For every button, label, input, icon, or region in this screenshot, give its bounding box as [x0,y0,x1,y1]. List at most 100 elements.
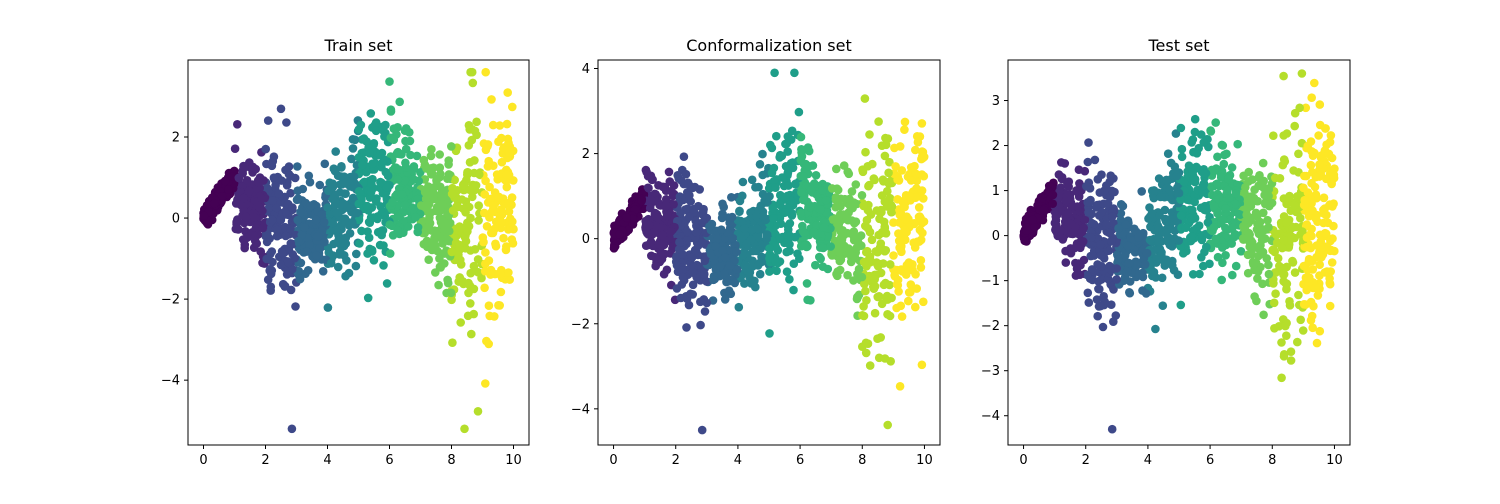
scatter-point [885,280,894,290]
scatter-point [865,180,874,190]
scatter-point [821,196,831,205]
scatter-point [637,196,646,206]
scatter-point [845,194,854,204]
scatter-point [797,145,806,154]
scatter-point [1320,228,1330,238]
scatter-point [468,192,477,202]
scatter-point [1138,286,1147,295]
scatter-point [437,200,447,209]
scatter-point [468,78,478,88]
scatter-point [473,407,483,416]
scatter-point [732,247,741,257]
scatter-point [1325,137,1335,147]
scatter-point [917,170,927,179]
scatter-point [1325,301,1335,311]
axes-frame [597,59,941,446]
scatter-point [339,241,349,251]
scatter-point [383,171,393,181]
scatter-point [1292,207,1301,217]
scatter-point [1181,223,1191,232]
scatter-point [1048,199,1057,208]
scatter-point [1066,219,1076,229]
scatter-point [849,276,858,285]
y-tick-label: −4 [161,374,180,389]
scatter-point [262,229,272,239]
scatter-point [1058,234,1067,243]
scatter-point [735,206,744,216]
scatter-point [250,213,260,222]
scatter-point [880,151,890,161]
scatter-point [1101,220,1111,230]
scatter-point [1231,189,1241,198]
x-tick-label: 6 [796,453,804,468]
scatter-point [424,255,434,264]
scatter-point [333,262,343,272]
scatter-point [1245,231,1254,240]
scatter-point [1320,268,1330,277]
scatter-point [906,176,916,185]
scatter-point [1188,167,1197,177]
scatter-point [466,299,475,308]
scatter-point [1307,147,1316,156]
scatter-point [453,226,463,235]
scatter-point [1304,257,1313,267]
x-tick-label: 4 [323,453,331,468]
scatter-point [497,157,507,167]
scatter-point [781,139,790,149]
scatter-point [431,268,440,277]
scatter-point [658,230,667,240]
scatter-point [1296,213,1305,223]
scatter-point [444,156,454,165]
scatter-point [1293,337,1302,347]
scatter-point [1327,178,1336,188]
scatter-point [491,239,500,249]
scatter-point [457,195,467,204]
scatter-point [1190,114,1200,124]
scatter-point [397,150,406,159]
scatter-point [1108,212,1117,221]
scatter-point [1176,123,1186,133]
scatter-point [1326,131,1336,140]
scatter-point [705,222,714,231]
scatter-point [1070,243,1079,253]
scatter-point [296,258,306,268]
scatter-point [1299,183,1308,193]
scatter-point [646,195,656,205]
scatter-point [330,166,340,176]
scatter-point [823,232,832,241]
scatter-point [505,148,514,158]
scatter-point [1315,100,1325,109]
scatter-point [702,277,711,286]
scatter-point [248,162,258,172]
scatter-point [860,94,870,103]
scatter-point [1055,187,1064,196]
scatter-point [363,249,372,258]
scatter-point [1074,165,1084,174]
scatter-point [767,143,777,153]
scatter-point [788,163,798,173]
scatter-point [876,239,886,248]
scatter-point [823,264,833,274]
scatter-point [290,253,300,263]
scatter-point [1279,131,1288,140]
scatter-point [898,197,908,207]
scatter-point [900,214,910,224]
scatter-point [758,211,768,221]
x-tick-label: 2 [672,453,680,468]
scatter-point [1151,324,1160,334]
scatter-point [1250,292,1259,301]
scatter-point [1307,178,1316,188]
scatter-point [444,226,454,236]
scatter-point [696,320,705,330]
scatter-point [293,186,303,195]
scatter-points [609,68,929,435]
scatter-point [799,228,809,237]
scatter-point [905,192,915,201]
scatter-point [1093,260,1102,269]
scatter-point [505,275,514,284]
scatter-point [1161,225,1171,234]
scatter-point [1121,220,1131,229]
scatter-point [263,116,273,125]
scatter-point [688,267,698,277]
scatter-point [341,189,350,198]
